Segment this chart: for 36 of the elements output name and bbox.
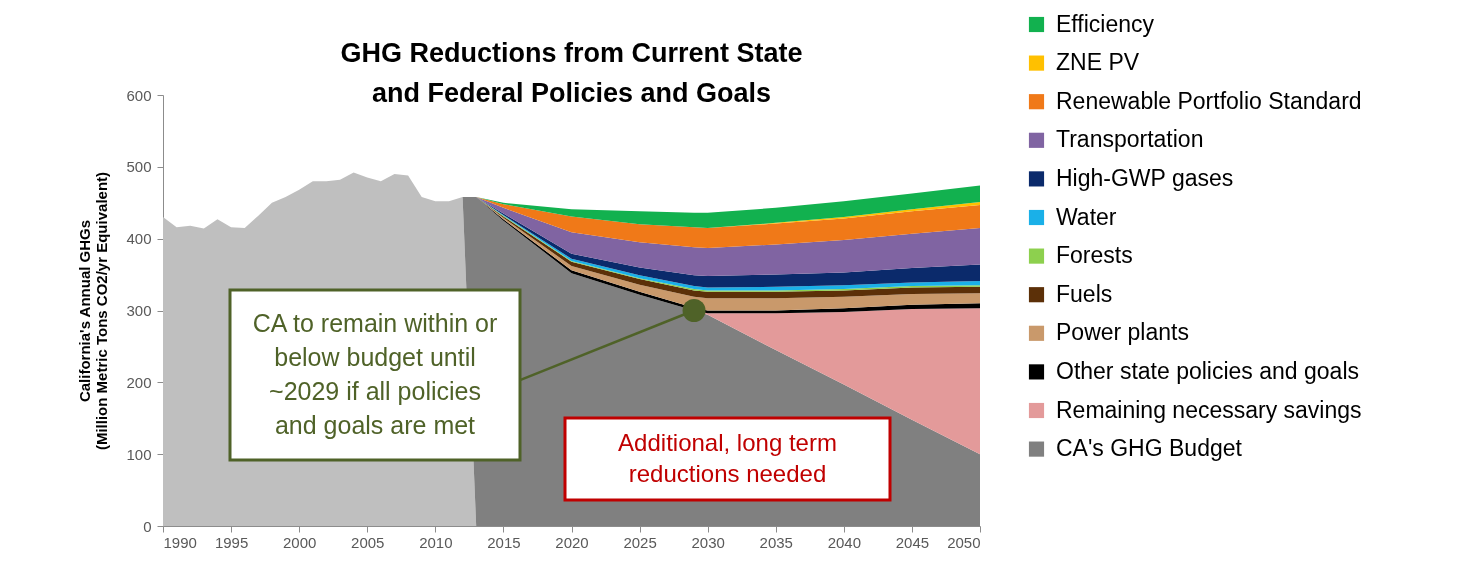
y-tick-label: 300 xyxy=(126,302,152,319)
legend-label: CA's GHG Budget xyxy=(1056,435,1243,462)
legend-label: Forests xyxy=(1056,242,1133,269)
x-tick-label: 2000 xyxy=(282,533,317,551)
x-tick-label: 2040 xyxy=(827,533,862,551)
legend-label: Renewable Portfolio Standard xyxy=(1056,87,1362,114)
x-tick-label: 2035 xyxy=(759,533,793,551)
legend-label: ZNE PV xyxy=(1056,49,1140,76)
y-tick-label: 500 xyxy=(126,158,152,176)
legend-label: Efficiency xyxy=(1056,10,1155,37)
legend-label: Transportation xyxy=(1056,126,1204,153)
x-tick-label: 1995 xyxy=(214,533,249,551)
x-tick-label: 2005 xyxy=(351,533,385,551)
annotation: Additional, long term reductions needed xyxy=(618,428,837,487)
y-tick-label: 0 xyxy=(143,517,152,535)
y-tick-label: 400 xyxy=(126,230,152,248)
x-tick-label: 2010 xyxy=(419,533,453,551)
x-tick-label: 2045 xyxy=(895,533,930,551)
y-tick-label: 200 xyxy=(126,373,152,391)
x-tick-label: 2015 xyxy=(487,533,521,551)
x-tick-label: 2020 xyxy=(555,533,589,551)
annotation: CA to remain within or below budget until ~2029 if all policies and goals are met xyxy=(252,309,498,439)
legend-label: High-GWP gases xyxy=(1056,164,1234,191)
legend-label: Remaining necessary savings xyxy=(1056,396,1362,423)
y-tick-label: 100 xyxy=(126,445,152,463)
x-tick-label: 2025 xyxy=(623,533,657,551)
legend-label: Other state policies and goals xyxy=(1056,357,1360,384)
x-tick-label: 2050 xyxy=(947,533,981,551)
x-tick-label: 2030 xyxy=(691,533,725,551)
chart-title: GHG Reductions from Current State and Federal Policies and Goals xyxy=(340,38,803,108)
legend-label: Water xyxy=(1056,203,1117,230)
x-tick-label: 1990 xyxy=(163,533,197,551)
legend-label: Fuels xyxy=(1056,280,1113,307)
y-axis-title: California's Annual GHGs (Million Metric Tons CO2/yr Equivalent) xyxy=(76,171,111,451)
legend-label: Power plants xyxy=(1056,319,1189,346)
y-tick-label: 600 xyxy=(126,86,152,104)
